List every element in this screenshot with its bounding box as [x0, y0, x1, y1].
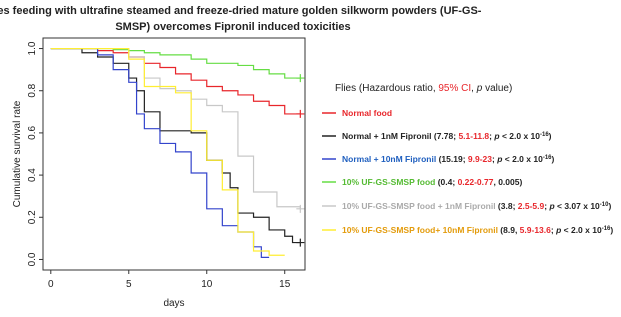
censor-mark: [296, 74, 305, 83]
legend-name: 10% UF-GS-SMSP food+ 10nM Fipronil: [342, 225, 498, 235]
legend-name: Normal + 1nM Fipronil: [342, 131, 432, 141]
legend-text-part: ;: [551, 225, 556, 235]
x-axis-label: days: [163, 298, 184, 309]
legend-text-part: < 3.07 x 10: [555, 201, 600, 211]
y-axis-label: Cumulative survival rate: [12, 100, 23, 207]
legend-text-part: (8.9,: [498, 225, 520, 235]
legend-name: Normal food: [342, 108, 392, 118]
legend-text-part: ): [552, 154, 555, 164]
legend-text-part: ;: [544, 201, 549, 211]
legend-text-part: 2.5-5.9: [518, 201, 545, 211]
legend-entry: Normal + 10nM Fipronil (15.19; 9.9-23; p…: [342, 154, 555, 164]
legend-entry: Normal + 1nM Fipronil (7.78; 5.1-11.8; p…: [342, 131, 552, 141]
legend-text-part: -16: [540, 132, 549, 138]
legend-text-part: 9.9-23: [468, 154, 492, 164]
legend-text-part: value): [482, 83, 512, 94]
legend-entry: 10% UF-GS-SMSP food + 1nM Fipronil (3.8;…: [342, 201, 611, 211]
legend-text-part: ): [549, 131, 552, 141]
censor-mark: [296, 109, 305, 118]
chart-title: Files feeding with ultrafine steamed and…: [0, 5, 482, 17]
censor-mark: [296, 238, 305, 247]
y-tick-label: 0.6: [27, 126, 38, 140]
legend-text-part: < 2.0 x 10: [502, 154, 543, 164]
y-tick-label: 0.0: [27, 252, 38, 266]
legend-text-part: p: [555, 225, 561, 235]
legend-text-part: (15.19;: [436, 154, 468, 164]
x-tick-label: 10: [201, 279, 213, 290]
chart-title: SMSP) overcomes Fipronil induced toxicit…: [115, 21, 350, 33]
legend-text-part: ,: [471, 83, 477, 94]
legend-text-part: -10: [600, 202, 609, 208]
legend-text-part: p: [496, 154, 502, 164]
legend-text-part: ;: [489, 131, 494, 141]
legend-text-part: 5.9-13.6: [520, 225, 551, 235]
legend-entry: 10% UF-GS-SMSP food (0.4; 0.22-0.77, 0.0…: [342, 177, 522, 187]
y-tick-label: 0.4: [27, 168, 38, 182]
y-tick-label: 0.2: [27, 210, 38, 224]
legend-name: 10% UF-GS-SMSP food + 1nM Fipronil: [342, 201, 496, 211]
legend-text-part: p: [493, 131, 499, 141]
x-tick-label: 0: [48, 279, 54, 290]
legend-text-part: ): [610, 225, 613, 235]
legend-text-part: 95% CI: [438, 83, 471, 94]
survival-curve: [50, 47, 285, 256]
legend-entry: 10% UF-GS-SMSP food+ 10nM Fipronil (8.9,…: [342, 225, 613, 235]
legend-text-part: Flies (Hazardous ratio,: [335, 83, 438, 94]
legend-text-part: (7.78;: [432, 131, 459, 141]
x-tick-label: 15: [279, 279, 291, 290]
x-tick-label: 5: [126, 279, 132, 290]
legend-text-part: p: [476, 83, 483, 94]
plot-frame: [42, 37, 306, 271]
y-tick-label: 0.8: [27, 83, 38, 97]
legend-text-part: < 2.0 x 10: [561, 225, 602, 235]
legend-text-part: (3.8;: [496, 201, 518, 211]
legend-name: Normal + 10nM Fipronil: [342, 154, 436, 164]
legend-text-part: (0.4;: [435, 177, 457, 187]
censor-mark: [296, 204, 305, 213]
legend-title: Flies (Hazardous ratio, 95% CI, p value): [335, 83, 512, 94]
legend-text-part: ;: [492, 154, 497, 164]
legend-text-part: , 0.005): [493, 177, 522, 187]
legend-text-part: -16: [543, 155, 552, 161]
legend-text-part: 0.22-0.77: [458, 177, 494, 187]
survival-curve: [50, 47, 301, 115]
legend-text-part: -16: [602, 226, 611, 232]
legend-name: 10% UF-GS-SMSP food: [342, 177, 435, 187]
legend-text-part: < 2.0 x 10: [500, 131, 541, 141]
legend-text-part: p: [548, 201, 554, 211]
y-tick-label: 1.0: [27, 41, 38, 55]
legend-entry: Normal food: [342, 108, 392, 118]
legend-text-part: ): [608, 201, 611, 211]
legend-text-part: 5.1-11.8: [458, 131, 489, 141]
